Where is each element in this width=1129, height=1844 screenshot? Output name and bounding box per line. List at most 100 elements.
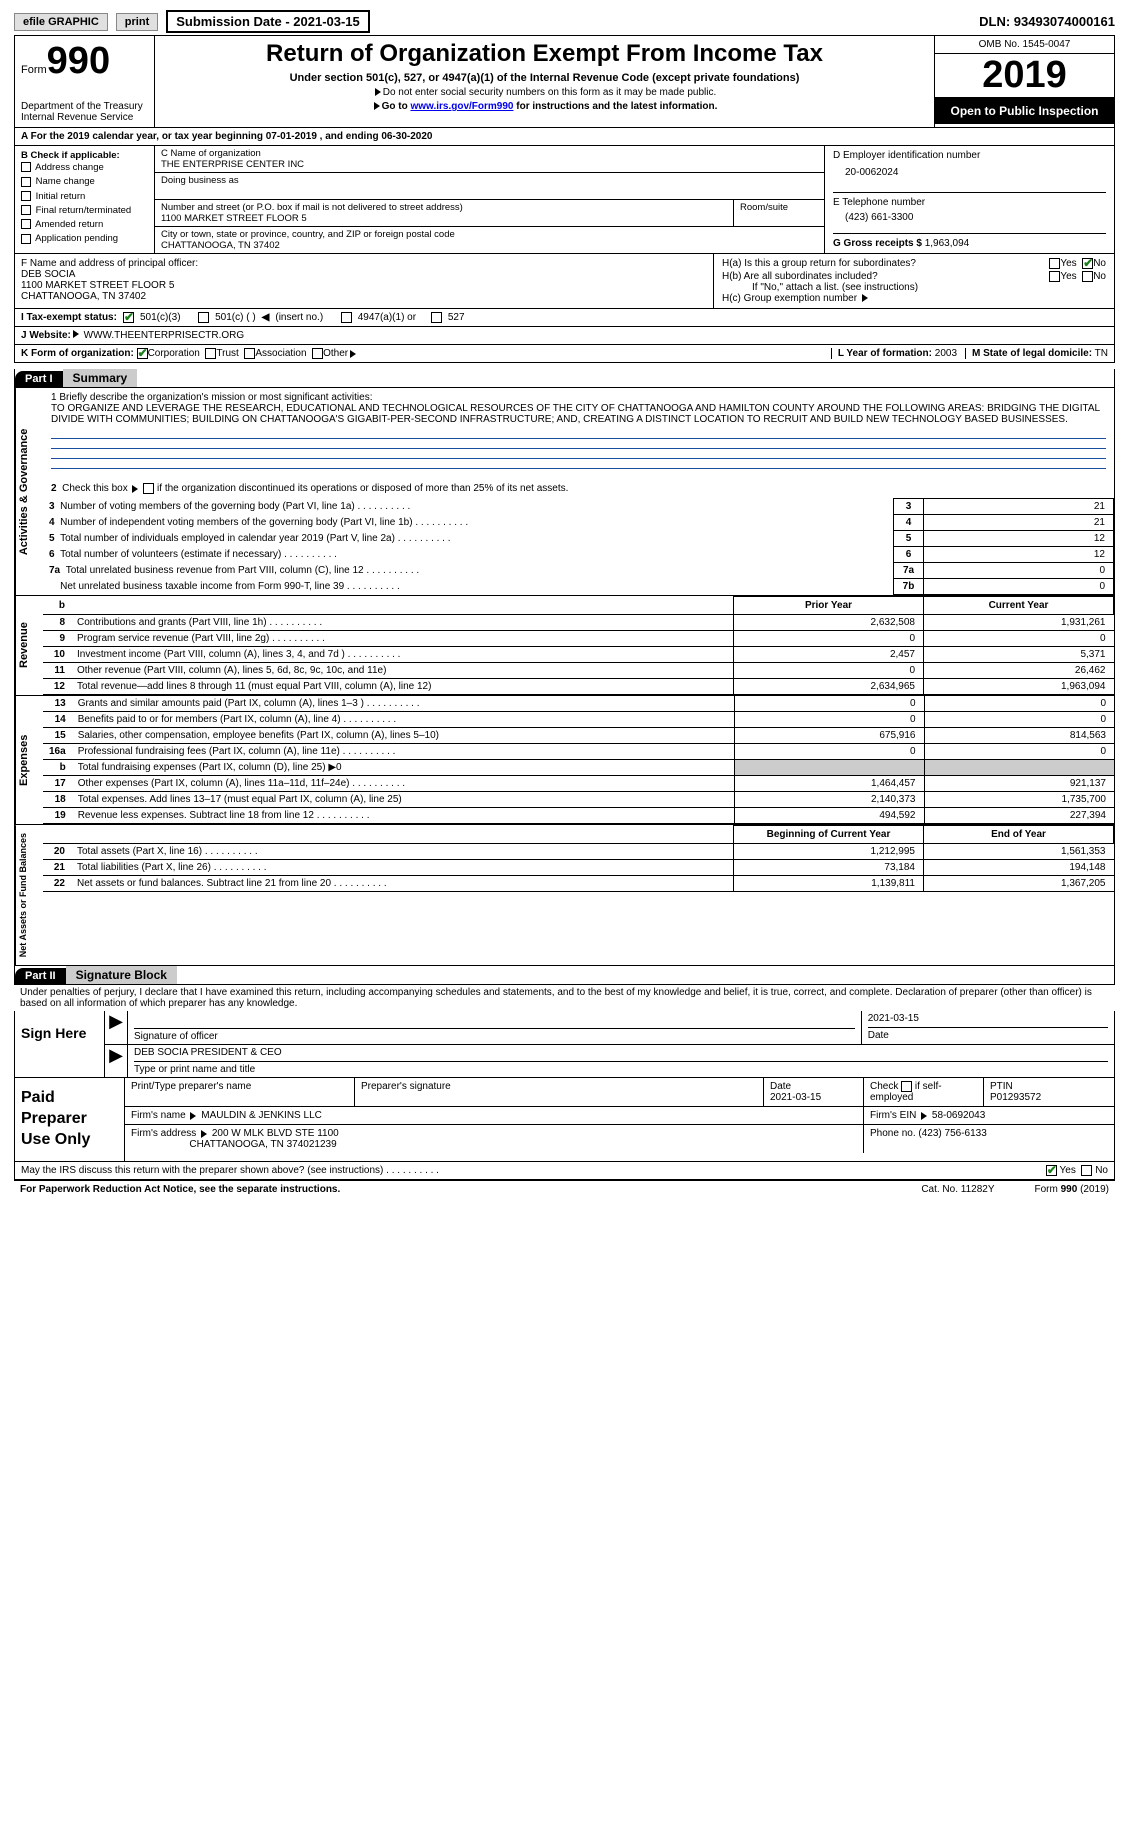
pra-notice: For Paperwork Reduction Act Notice, see …	[20, 1184, 340, 1195]
ein-value: 20-0062024	[845, 167, 1106, 178]
firm-addr2: CHATTANOOGA, TN 374021239	[189, 1139, 336, 1150]
j-label: J Website:	[21, 330, 71, 341]
state-domicile: TN	[1095, 348, 1108, 359]
officer-label: F Name and address of principal officer:	[21, 258, 707, 269]
chk-trust[interactable]	[205, 348, 216, 359]
i-label: I Tax-exempt status:	[21, 312, 117, 323]
table-row: 20Total assets (Part X, line 16)1,212,99…	[43, 844, 1114, 860]
chk-527[interactable]	[431, 312, 442, 323]
chk-assoc[interactable]	[244, 348, 255, 359]
chk-name-change[interactable]: Name change	[21, 175, 148, 189]
mission-text: TO ORGANIZE AND LEVERAGE THE RESEARCH, E…	[51, 403, 1106, 425]
dept-treasury: Department of the Treasury Internal Reve…	[21, 101, 148, 123]
efile-btn[interactable]: efile GRAPHIC	[14, 13, 108, 31]
chk-address-change[interactable]: Address change	[21, 161, 148, 175]
chk-discontinued[interactable]	[143, 483, 154, 494]
dln: DLN: 93493074000161	[979, 14, 1115, 29]
chk-501c[interactable]	[198, 312, 209, 323]
submission-date: Submission Date - 2021-03-15	[166, 10, 370, 33]
prep-date: 2021-03-15	[770, 1092, 821, 1103]
gross-receipts: 1,963,094	[925, 238, 970, 249]
officer-addr2: CHATTANOOGA, TN 37402	[21, 291, 707, 302]
table-row: 4 Number of independent voting members o…	[43, 515, 1114, 531]
discuss-text: May the IRS discuss this return with the…	[21, 1165, 439, 1176]
sign-block: Sign Here ▶ Signature of officer 2021-03…	[14, 1011, 1115, 1078]
hb-yes[interactable]	[1049, 271, 1060, 282]
hb-no[interactable]	[1082, 271, 1093, 282]
arrow-icon: ▶	[105, 1045, 127, 1077]
hb-label: H(b) Are all subordinates included?	[722, 271, 1049, 282]
triangle-icon	[374, 102, 380, 110]
perjury-text: Under penalties of perjury, I declare th…	[14, 985, 1115, 1011]
goto-prefix: Go to	[382, 101, 411, 112]
ha-yes[interactable]	[1049, 258, 1060, 269]
table-row: 5 Total number of individuals employed i…	[43, 531, 1114, 547]
ha-label: H(a) Is this a group return for subordin…	[722, 258, 1049, 269]
chk-other[interactable]	[312, 348, 323, 359]
firm-ein: 58-0692043	[932, 1110, 985, 1121]
table-row: 14Benefits paid to or for members (Part …	[43, 712, 1114, 728]
officer-name: DEB SOCIA	[21, 269, 707, 280]
org-name: THE ENTERPRISE CENTER INC	[161, 159, 818, 170]
tab-revenue: Revenue	[15, 596, 43, 695]
topbar: efile GRAPHIC print Submission Date - 20…	[14, 10, 1115, 33]
chk-initial-return[interactable]: Initial return	[21, 190, 148, 204]
table-row: 16aProfessional fundraising fees (Part I…	[43, 744, 1114, 760]
website: WWW.THEENTERPRISECTR.ORG	[84, 330, 245, 341]
triangle-icon	[350, 350, 356, 358]
table-row: bTotal fundraising expenses (Part IX, co…	[43, 760, 1114, 776]
chk-final-return[interactable]: Final return/terminated	[21, 204, 148, 218]
table-row: 15Salaries, other compensation, employee…	[43, 728, 1114, 744]
tax-period: For the 2019 calendar year, or tax year …	[31, 131, 433, 142]
chk-501c3[interactable]	[123, 312, 134, 323]
line1-label: 1 Briefly describe the organization's mi…	[51, 392, 1106, 403]
form-header: Form990 Department of the Treasury Inter…	[14, 35, 1115, 128]
k-label: K Form of organization:	[21, 348, 134, 359]
hc-label: H(c) Group exemption number	[722, 293, 857, 304]
table-row: Net unrelated business taxable income fr…	[43, 579, 1114, 595]
revenue-table: bPrior YearCurrent Year 8Contributions a…	[43, 596, 1114, 695]
goto-suffix: for instructions and the latest informat…	[513, 101, 717, 112]
cat-no: Cat. No. 11282Y	[921, 1184, 994, 1195]
firm-addr-label: Firm's address	[131, 1128, 199, 1139]
open-public: Open to Public Inspection	[935, 98, 1114, 124]
city-label: City or town, state or province, country…	[161, 229, 818, 240]
form-footer: Form 990 (2019)	[1035, 1184, 1109, 1195]
firm-name-label: Firm's name	[131, 1110, 188, 1121]
m-label: M State of legal domicile:	[972, 348, 1092, 359]
phone-value: (423) 661-3300	[845, 212, 1106, 223]
discuss-yes[interactable]	[1046, 1165, 1057, 1176]
name-title-label: Type or print name and title	[134, 1064, 1108, 1075]
form-title: Return of Organization Exempt From Incom…	[163, 40, 926, 68]
table-row: 22Net assets or fund balances. Subtract …	[43, 876, 1114, 892]
part2-header: Part II	[15, 968, 66, 984]
box-b-title: B Check if applicable:	[21, 150, 148, 161]
efile-label: efile GRAPHIC	[23, 16, 99, 28]
chk-self-employed[interactable]	[901, 1081, 912, 1092]
chk-app-pending[interactable]: Application pending	[21, 232, 148, 246]
form-label: Form	[21, 64, 47, 76]
col-eoy: End of Year	[924, 826, 1114, 844]
room-label: Room/suite	[740, 202, 818, 213]
officer-addr1: 1100 MARKET STREET FLOOR 5	[21, 280, 707, 291]
officer-block: F Name and address of principal officer:…	[14, 254, 1115, 309]
chk-corp[interactable]	[137, 348, 148, 359]
discuss-no[interactable]	[1081, 1165, 1092, 1176]
print-btn[interactable]: print	[116, 13, 158, 31]
sign-date: 2021-03-15	[868, 1013, 1108, 1024]
ha-no[interactable]	[1082, 258, 1093, 269]
form-number: 990	[47, 40, 110, 82]
chk-4947[interactable]	[341, 312, 352, 323]
firm-name: MAULDIN & JENKINS LLC	[201, 1110, 322, 1121]
table-row: 6 Total number of volunteers (estimate i…	[43, 547, 1114, 563]
paid-preparer-block: Paid Preparer Use Only Print/Type prepar…	[14, 1078, 1115, 1161]
table-row: 3 Number of voting members of the govern…	[43, 499, 1114, 515]
hb-note: If "No," attach a list. (see instruction…	[722, 282, 1106, 293]
l-label: L Year of formation:	[838, 348, 932, 359]
table-row: 10Investment income (Part VIII, column (…	[43, 647, 1114, 663]
firm-phone: (423) 756-6133	[918, 1128, 986, 1139]
chk-amended[interactable]: Amended return	[21, 218, 148, 232]
table-row: 7a Total unrelated business revenue from…	[43, 563, 1114, 579]
irs-link[interactable]: www.irs.gov/Form990	[410, 101, 513, 112]
table-row: 17Other expenses (Part IX, column (A), l…	[43, 776, 1114, 792]
